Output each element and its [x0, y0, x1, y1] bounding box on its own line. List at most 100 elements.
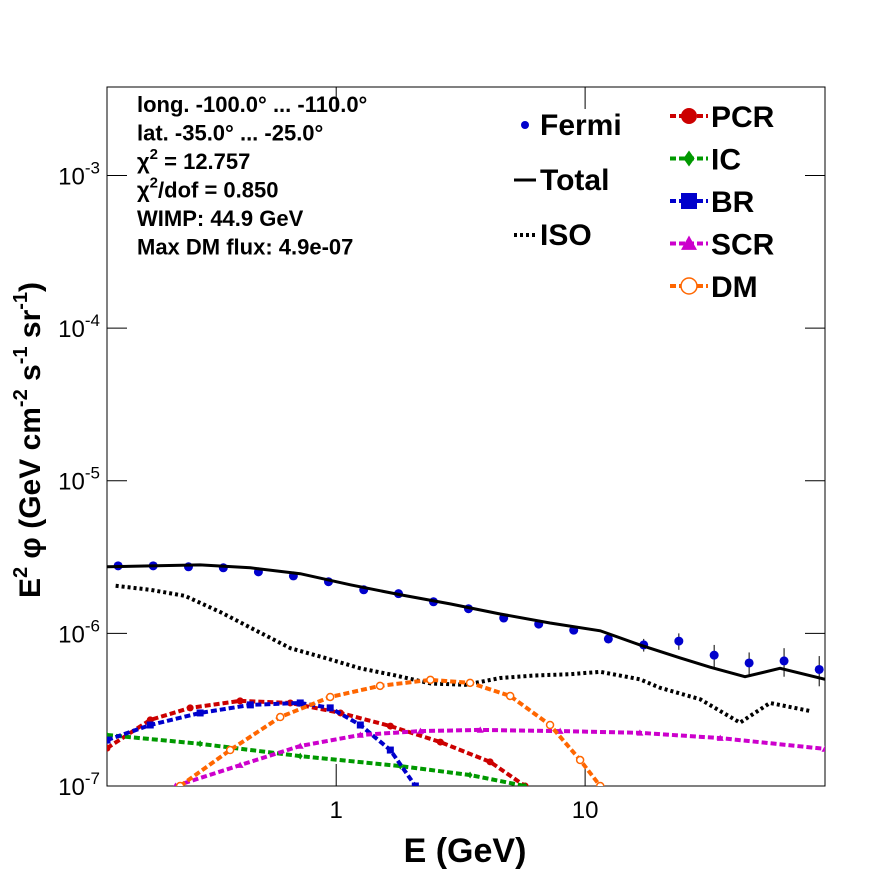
legend-label: SCR — [711, 229, 775, 262]
marker — [426, 675, 435, 685]
y-label-text: sr — [14, 309, 47, 346]
y-tick-base: 10 — [58, 163, 85, 190]
y-tick-exponent: -7 — [85, 769, 100, 788]
y-label-superscript: -1 — [10, 346, 32, 364]
y-tick-label: 10-3 — [58, 158, 100, 190]
y-tick-exponent: -4 — [85, 311, 100, 330]
annotation: χ2/dof = 0.850 — [137, 175, 278, 203]
marker — [486, 758, 494, 766]
y-tick-exponent: -5 — [85, 464, 100, 483]
x-tick-label: 1 — [330, 797, 343, 824]
y-label-text: E — [14, 578, 47, 598]
series-line — [107, 732, 526, 786]
series-line — [107, 700, 418, 786]
marker — [522, 782, 528, 786]
marker — [521, 121, 529, 129]
y-label-text: ) — [14, 282, 47, 292]
marker — [246, 701, 254, 709]
legend-label: Total — [540, 164, 609, 197]
series-line — [174, 727, 825, 786]
marker — [375, 681, 385, 691]
marker — [416, 727, 424, 734]
marker — [296, 699, 304, 707]
y-label-superscript: -2 — [10, 389, 32, 407]
marker — [236, 697, 244, 705]
y-tick-exponent: -6 — [85, 616, 100, 635]
y-label-text: s — [14, 364, 47, 389]
marker — [821, 745, 825, 752]
marker — [681, 235, 697, 250]
marker — [779, 656, 789, 666]
marker — [236, 761, 244, 768]
annotation: long. -100.0° ... -110.0° — [137, 92, 367, 117]
y-tick-base: 10 — [58, 774, 85, 801]
annotation-text: = 12.757 — [158, 149, 250, 174]
marker — [603, 634, 613, 644]
marker — [674, 636, 684, 646]
marker — [505, 691, 515, 701]
annotation: Max DM flux: 4.9e-07 — [137, 235, 353, 260]
marker — [386, 746, 394, 754]
plot-frame — [106, 86, 826, 787]
marker — [680, 277, 698, 295]
marker — [325, 692, 335, 702]
marker — [186, 704, 194, 712]
marker — [681, 193, 697, 209]
annotation-text: lat. -35.0° ... -25.0° — [137, 121, 323, 146]
annotation: WIMP: 44.9 GeV — [137, 206, 304, 231]
marker — [683, 150, 695, 167]
annotation-superscript: 2 — [150, 146, 158, 163]
y-tick-exponent: -3 — [85, 158, 100, 177]
y-tick-label: 10-5 — [58, 464, 100, 496]
marker — [716, 734, 724, 741]
y-label-text: φ (GeV cm — [14, 407, 47, 567]
series-line — [178, 677, 602, 786]
annotation-text: χ — [137, 149, 150, 174]
marker — [197, 740, 203, 748]
y-tick-base: 10 — [58, 621, 85, 648]
annotation: lat. -35.0° ... -25.0° — [137, 121, 323, 146]
x-tick-label: 10 — [572, 797, 599, 824]
y-label-superscript: 2 — [10, 567, 32, 578]
marker — [175, 781, 185, 786]
marker — [326, 704, 334, 712]
series-line — [115, 583, 811, 726]
marker — [575, 755, 585, 765]
annotation-text: long. -100.0° ... -110.0° — [137, 92, 367, 117]
legend-label: PCR — [711, 101, 775, 134]
legend-label: Fermi — [540, 109, 622, 142]
marker — [225, 745, 235, 755]
annotation: χ2 = 12.757 — [137, 146, 250, 174]
annotation-superscript: 2 — [150, 175, 158, 192]
marker — [356, 721, 364, 729]
marker — [296, 742, 304, 749]
x-axis-label: E (GeV) — [404, 832, 527, 870]
marker — [196, 709, 204, 717]
marker — [107, 744, 111, 752]
marker — [297, 752, 303, 760]
annotation-text: /dof = 0.850 — [158, 178, 278, 203]
legend-label: ISO — [540, 219, 592, 252]
y-tick-label: 10-7 — [58, 769, 100, 801]
y-axis-label: E2 φ (GeV cm-2 s-1 sr-1) — [10, 282, 47, 598]
series-line — [107, 563, 825, 681]
annotation-text: Max DM flux: 4.9e-07 — [137, 235, 353, 260]
marker — [276, 712, 285, 722]
y-tick-base: 10 — [58, 469, 85, 496]
marker — [814, 664, 824, 674]
annotation-text: χ — [137, 178, 150, 203]
y-label-superscript: -1 — [10, 292, 32, 310]
marker — [411, 782, 419, 786]
legend-label: DM — [711, 271, 758, 304]
annotation-text: WIMP: 44.9 GeV — [137, 206, 304, 231]
series-line — [107, 698, 527, 786]
y-tick-label: 10-4 — [58, 311, 100, 343]
marker — [436, 738, 444, 746]
y-tick-base: 10 — [58, 316, 85, 343]
marker — [467, 771, 473, 779]
marker — [107, 736, 111, 744]
legend-label: BR — [711, 186, 755, 219]
marker — [465, 678, 475, 688]
marker — [146, 721, 154, 729]
marker — [709, 650, 719, 660]
